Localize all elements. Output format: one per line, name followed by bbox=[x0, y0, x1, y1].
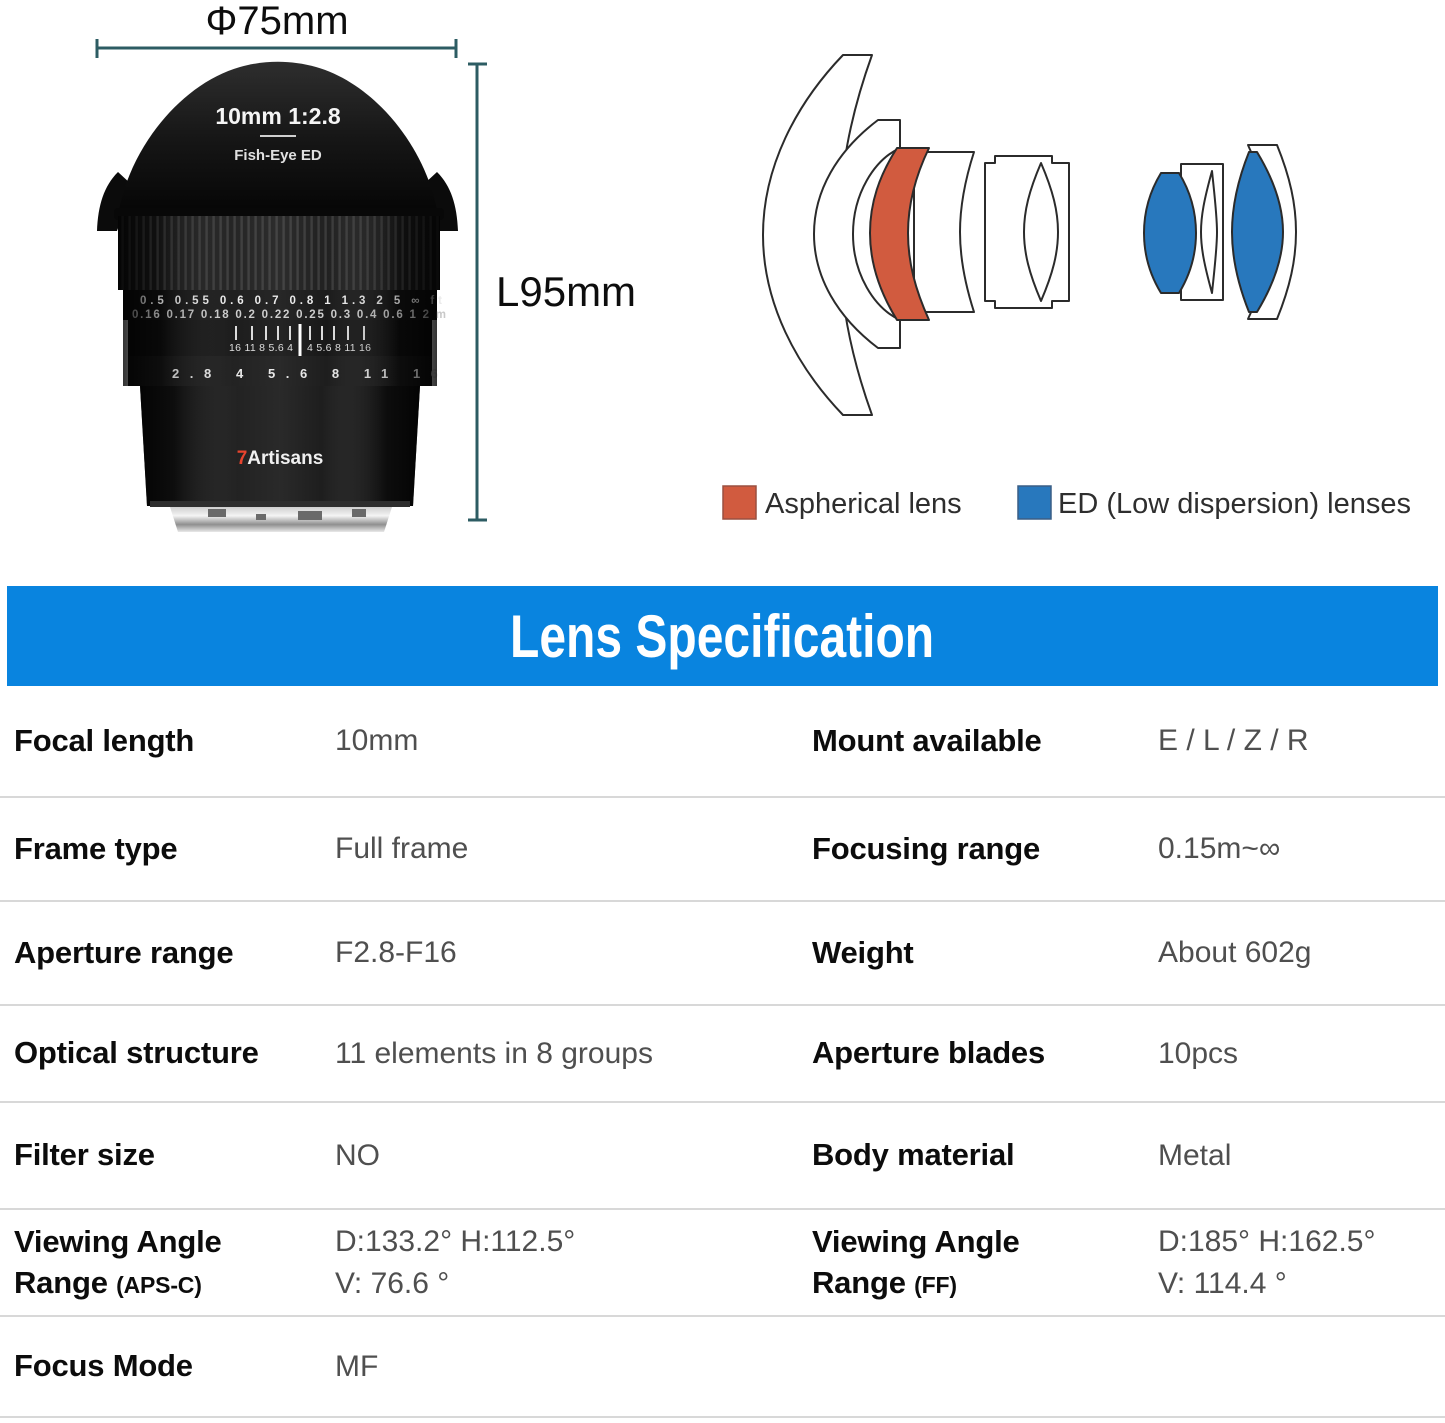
spec-value: F2.8-F16 bbox=[335, 936, 457, 969]
spec-row-optical-structure: Optical structure 11 elements in 8 group… bbox=[0, 1006, 1445, 1103]
element-second-meniscus bbox=[813, 119, 901, 349]
spec-value: About 602g bbox=[1158, 936, 1312, 969]
label-sublabel: (FF) bbox=[914, 1271, 957, 1298]
spec-row-aperture-range: Aperture range F2.8-F16 Weight About 602… bbox=[0, 902, 1445, 1006]
spec-label: Mount available bbox=[812, 722, 1042, 758]
spec-label: Focus Mode bbox=[14, 1348, 193, 1384]
brand-artisans: Artisans bbox=[247, 448, 323, 469]
spec-label: Viewing Angle Range (FF) bbox=[812, 1210, 1158, 1315]
ed-element-1 bbox=[1143, 172, 1197, 294]
spec-row-frame-type: Frame type Full frame Focusing range 0.1… bbox=[0, 798, 1445, 902]
spec-label: Body material bbox=[812, 1137, 1015, 1173]
label-line1: Viewing Angle bbox=[812, 1224, 1020, 1260]
lens-hood bbox=[118, 61, 438, 216]
mount-edge bbox=[150, 501, 410, 507]
brand-7: 7 bbox=[237, 448, 248, 469]
spec-value: E / L / Z / R bbox=[1158, 724, 1309, 757]
spec-value: D:185° H:162.5° V: 114.4 ° bbox=[1158, 1210, 1445, 1315]
spec-value: MF bbox=[335, 1349, 379, 1383]
spec-value: 0.15m~∞ bbox=[1158, 832, 1281, 865]
label-line1: Viewing Angle bbox=[14, 1224, 222, 1260]
spec-value: Metal bbox=[1158, 1138, 1232, 1172]
label-line2: Range bbox=[14, 1264, 108, 1300]
ed-elements bbox=[1143, 151, 1284, 313]
element-rear-thin-meniscus bbox=[1200, 170, 1218, 294]
label-line2: Range bbox=[812, 1264, 906, 1300]
aspherical-legend-label: Aspherical lens bbox=[765, 488, 962, 520]
spec-row-focus-mode: Focus Mode MF bbox=[0, 1317, 1445, 1418]
spec-label: Optical structure bbox=[14, 1035, 259, 1071]
mount-details bbox=[208, 509, 366, 520]
spec-value: D:133.2° H:112.5° V: 76.6 ° bbox=[335, 1210, 812, 1315]
brand-logo: 7Artisans bbox=[237, 448, 324, 469]
optical-diagram: Aspherical lens ED (Low dispersion) lens… bbox=[722, 54, 1411, 520]
ed-element-2 bbox=[1231, 151, 1284, 313]
spec-label: Viewing Angle Range (APS-C) bbox=[0, 1210, 335, 1315]
spec-value: NO bbox=[335, 1138, 380, 1172]
label-sublabel: (APS-C) bbox=[116, 1271, 202, 1298]
diameter-label: Φ75mm bbox=[205, 0, 348, 43]
length-label: L95mm bbox=[496, 268, 636, 315]
lower-barrel-shading bbox=[140, 386, 420, 506]
banner-title: Lens Specification bbox=[510, 602, 935, 670]
ed-swatch bbox=[1017, 485, 1052, 520]
spec-label bbox=[812, 1317, 1158, 1416]
spec-label: Aperture range bbox=[14, 934, 234, 970]
aspherical-swatch bbox=[722, 485, 757, 520]
dimension-lines bbox=[95, 39, 487, 522]
value-line1: D:185° H:162.5° bbox=[1158, 1224, 1376, 1258]
value-line2: V: 114.4 ° bbox=[1158, 1266, 1287, 1300]
element-behind-aspherical bbox=[913, 151, 975, 313]
spec-label: Frame type bbox=[14, 830, 178, 866]
spec-value bbox=[1158, 1317, 1445, 1416]
value-line2: V: 76.6 ° bbox=[335, 1266, 450, 1300]
diagram-legend: Aspherical lens ED (Low dispersion) lens… bbox=[722, 485, 1411, 520]
spec-label: Aperture blades bbox=[812, 1035, 1046, 1071]
spec-row-filter-size: Filter size NO Body material Metal bbox=[0, 1103, 1445, 1210]
aspherical-element bbox=[869, 147, 930, 321]
lens-body: 10mm 1:2.8 Fish-Eye ED 0.5 0.55 0.6 0.7 … bbox=[97, 61, 458, 532]
spec-table: Focal length 10mm Mount available E / L … bbox=[0, 686, 1445, 1418]
spec-label: Focal length bbox=[14, 722, 195, 758]
lens-series-text: Fish-Eye ED bbox=[234, 147, 322, 164]
spec-label: Focusing range bbox=[812, 830, 1041, 866]
spec-row-focal-length: Focal length 10mm Mount available E / L … bbox=[0, 686, 1445, 798]
spec-value: Full frame bbox=[335, 832, 469, 865]
spec-label: Filter size bbox=[14, 1137, 155, 1173]
ed-legend-label: ED (Low dispersion) lenses bbox=[1058, 488, 1411, 520]
ring-shading bbox=[123, 290, 437, 386]
element-middle-biconvex bbox=[1023, 162, 1059, 302]
spec-row-viewing-angle: Viewing Angle Range (APS-C) D:133.2° H:1… bbox=[0, 1210, 1445, 1317]
spec-label: Weight bbox=[812, 934, 914, 970]
focus-ring-shading bbox=[118, 216, 440, 290]
section-banner: Lens Specification bbox=[7, 586, 1438, 686]
lens-photo: Φ75mm L95mm 10mm 1:2.8 Fish-Eye ED 0.5 0… bbox=[95, 0, 636, 532]
spec-value: 10mm bbox=[335, 724, 419, 757]
spec-value: 10pcs bbox=[1158, 1036, 1239, 1070]
value-line1: D:133.2° H:112.5° bbox=[335, 1224, 576, 1258]
lens-model-text: 10mm 1:2.8 bbox=[215, 103, 341, 129]
spec-value: 11 elements in 8 groups bbox=[335, 1036, 653, 1070]
glass-elements bbox=[762, 54, 1297, 416]
